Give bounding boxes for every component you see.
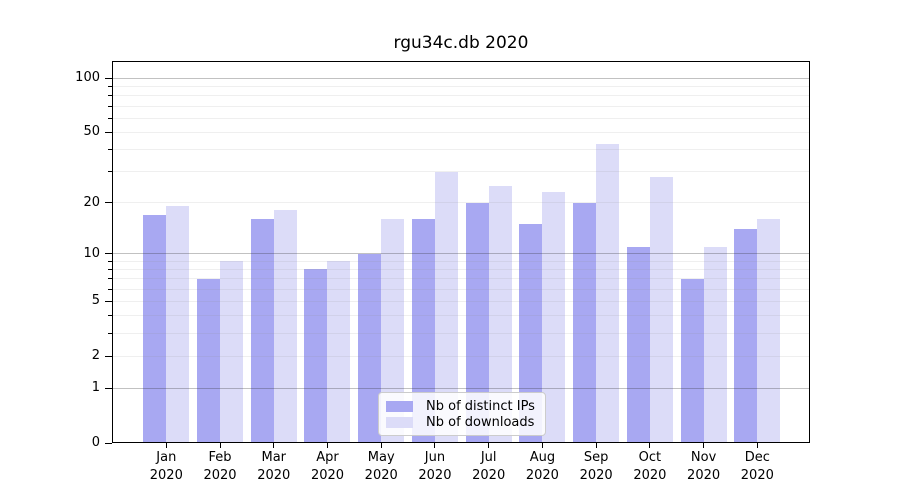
y-minortick-6 (108, 288, 112, 290)
gridline-minor-80 (112, 95, 810, 97)
x-tick-aug (541, 443, 543, 448)
x-tick-dec (756, 443, 758, 448)
x-tick-apr (326, 443, 328, 448)
x-tick-label-mar: Mar 2020 (257, 450, 291, 483)
x-tick-jul (488, 443, 490, 448)
bar-feb-distinct-ips (197, 278, 221, 443)
legend-entry-downloads: Nb of downloads (386, 415, 537, 430)
bar-feb-downloads (220, 261, 244, 443)
y-tick-label-50: 50 (83, 124, 100, 140)
plot-area (112, 61, 810, 443)
y-minortick-80 (108, 95, 112, 97)
bar-aug-downloads (542, 191, 566, 443)
bar-aug-distinct-ips (519, 224, 543, 443)
gridline-minor-70 (112, 105, 810, 107)
y-minortick-70 (108, 105, 112, 107)
x-tick-label-may: May 2020 (364, 450, 398, 483)
gridline-minor-90 (112, 86, 810, 88)
x-tick-label-feb: Feb 2020 (203, 450, 237, 483)
y-tick-label-5: 5 (91, 293, 100, 309)
bar-sep-distinct-ips (573, 202, 597, 443)
y-minortick-9 (108, 260, 112, 262)
bar-apr-downloads (327, 261, 351, 443)
y-minortick-3 (108, 333, 112, 334)
x-tick-label-jul: Jul 2020 (472, 450, 506, 483)
x-tick-mar (273, 443, 275, 448)
legend: Nb of distinct IPs Nb of downloads (378, 392, 546, 436)
y-tick-label-1: 1 (91, 380, 100, 396)
x-tick-label-dec: Dec 2020 (740, 450, 774, 483)
x-tick-may (380, 443, 382, 448)
legend-swatch-distinct-ips (386, 401, 413, 412)
y-minortick-90 (108, 86, 112, 88)
legend-entry-distinct-ips: Nb of distinct IPs (386, 399, 537, 414)
bar-dec-distinct-ips (734, 229, 758, 443)
gridline-minor-20 (112, 202, 810, 204)
y-tick-label-2: 2 (91, 348, 100, 364)
bar-oct-distinct-ips (626, 246, 650, 443)
y-tick-1 (105, 387, 112, 389)
x-tick-oct (649, 443, 651, 448)
y-minortick-4 (108, 315, 112, 317)
y-tick-0 (105, 442, 112, 444)
legend-swatch-downloads (386, 417, 413, 428)
gridline-minor-60 (112, 117, 810, 119)
x-tick-label-nov: Nov 2020 (687, 450, 721, 483)
bar-apr-distinct-ips (304, 269, 328, 443)
bar-nov-distinct-ips (680, 278, 704, 443)
x-tick-jan (165, 443, 167, 448)
bar-jul-distinct-ips (465, 202, 489, 443)
x-tick-label-apr: Apr 2020 (310, 450, 345, 483)
y-tick-label-10: 10 (83, 245, 100, 261)
bar-nov-downloads (703, 246, 727, 443)
bar-mar-downloads (273, 210, 297, 443)
y-tick-label-20: 20 (83, 194, 100, 210)
chart-title: rgu34c.db 2020 (393, 33, 529, 53)
legend-label-distinct-ips: Nb of distinct IPs (426, 399, 535, 414)
legend-label-downloads: Nb of downloads (426, 415, 535, 430)
x-tick-label-jan: Jan 2020 (149, 450, 183, 483)
y-tick-100 (105, 77, 112, 79)
bar-sep-downloads (596, 144, 620, 443)
bar-may-distinct-ips (358, 253, 382, 443)
y-minortick-8 (108, 268, 112, 270)
gridline-minor-50 (112, 131, 810, 133)
bar-jun-distinct-ips (411, 219, 435, 443)
y-tick-5 (105, 300, 112, 302)
x-tick-label-aug: Aug 2020 (525, 450, 559, 483)
y-minortick-40 (108, 149, 112, 151)
gridline-minor-30 (112, 171, 810, 173)
x-tick-label-sep: Sep 2020 (579, 450, 613, 483)
x-tick-label-oct: Oct 2020 (633, 450, 667, 483)
gridline-major-100 (112, 77, 810, 79)
y-minortick-7 (108, 278, 112, 280)
y-minortick-60 (108, 117, 112, 119)
x-tick-nov (703, 443, 705, 448)
y-tick-10 (105, 253, 112, 255)
bar-jan-downloads (166, 206, 190, 443)
bar-mar-distinct-ips (250, 219, 274, 443)
y-tick-50 (105, 131, 112, 133)
bar-may-downloads (381, 219, 405, 443)
bar-oct-downloads (649, 177, 673, 443)
y-minortick-30 (108, 171, 112, 173)
y-tick-20 (105, 202, 112, 204)
bar-jan-distinct-ips (143, 214, 167, 443)
y-tick-label-0: 0 (91, 435, 100, 450)
bar-jun-downloads (434, 171, 458, 443)
y-tick-label-100: 100 (75, 70, 100, 86)
x-tick-feb (219, 443, 221, 448)
bar-dec-downloads (757, 219, 781, 443)
x-tick-label-jun: Jun 2020 (418, 450, 452, 483)
x-tick-sep (595, 443, 597, 448)
bar-jul-downloads (488, 185, 512, 443)
gridline-minor-40 (112, 149, 810, 151)
x-tick-jun (434, 443, 436, 448)
y-tick-2 (105, 355, 112, 357)
